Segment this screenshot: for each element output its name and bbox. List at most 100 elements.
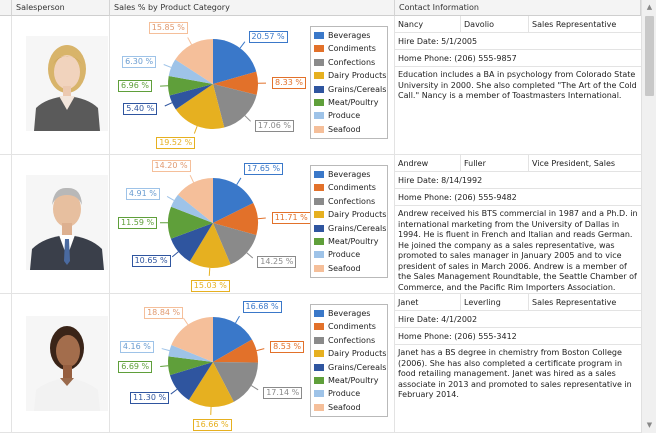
pie-slice-condiments[interactable]	[213, 202, 259, 236]
legend-label: Seafood	[328, 402, 361, 412]
home-phone-line: Home Phone: (206) 555-9482	[395, 189, 641, 206]
home-phone-line: Home Phone: (206) 555-9857	[395, 50, 641, 67]
pie-slice-confections[interactable]	[213, 362, 258, 402]
chart-legend: Beverages Condiments Confections Dairy Prod…	[310, 304, 388, 418]
pie-data-label: 11.59 %	[118, 216, 158, 229]
pie-slice-meat-poultry[interactable]	[167, 356, 213, 376]
last-name-field[interactable]: Leverling	[464, 298, 501, 307]
legend-item: Confections	[314, 195, 384, 208]
legend-item: Meat/Poultry	[314, 96, 384, 109]
bio-text[interactable]: Janet has a BS degree in chemistry from …	[398, 348, 632, 399]
pie-slice-dairy-products[interactable]	[189, 223, 231, 269]
title-field[interactable]: Sales Representative	[532, 20, 617, 29]
salesperson-cell[interactable]	[12, 16, 110, 154]
legend-item: Grains/Cereals	[314, 222, 386, 235]
pie-chart[interactable]	[110, 294, 395, 433]
column-header-contact[interactable]: Contact Information	[395, 0, 641, 16]
pie-slice-condiments[interactable]	[213, 71, 258, 95]
bio-text[interactable]: Andrew received his BTS commercial in 19…	[398, 209, 638, 292]
legend-swatch	[314, 323, 324, 331]
hire-date-field[interactable]: Hire Date: 4/1/2002	[398, 315, 478, 324]
legend-swatch	[314, 112, 324, 120]
sales-chart-cell[interactable]: 16.68 % 8.53 % 17.14 % 16.66 % 11.30 % 6.69 %…	[110, 294, 395, 432]
contact-cell[interactable]: Nancy Davolio Sales Representative Hire Dat…	[395, 16, 641, 155]
sales-chart-cell[interactable]: 20.57 % 8.33 % 17.06 % 19.52 % 5.40 % 6.96 % 6…	[110, 16, 395, 154]
pie-slice-produce[interactable]	[171, 194, 213, 223]
legend-swatch	[314, 403, 324, 411]
pie-slice-grains-cereals[interactable]	[169, 84, 213, 110]
pie-slice-confections[interactable]	[213, 84, 257, 128]
legend-label: Meat/Poultry	[328, 375, 379, 385]
field-divider	[528, 155, 529, 172]
pie-slice-grains-cereals[interactable]	[169, 362, 213, 400]
pie-slice-dairy-products[interactable]	[175, 84, 225, 130]
last-name-field[interactable]: Davolio	[464, 20, 495, 29]
pie-slice-produce[interactable]	[168, 345, 213, 362]
table-row[interactable]: 16.68 % 8.53 % 17.14 % 16.66 % 11.30 % 6.69 %…	[0, 294, 641, 433]
pie-slice-beverages[interactable]	[213, 39, 257, 84]
bio-text[interactable]: Education includes a BA in psychology fr…	[398, 70, 637, 100]
pie-slice-condiments[interactable]	[213, 339, 259, 363]
pie-slice-seafood[interactable]	[177, 178, 213, 223]
vertical-scrollbar[interactable]: ▲ ▼	[641, 0, 656, 433]
pie-leader-line	[187, 37, 192, 45]
pie-leader-line	[251, 385, 259, 391]
pie-slice-beverages[interactable]	[213, 317, 252, 362]
pie-data-label: 16.66 %	[192, 418, 232, 431]
pie-slice-confections[interactable]	[213, 223, 257, 265]
title-field[interactable]: Vice President, Sales	[532, 159, 616, 168]
pie-leader-line	[239, 41, 246, 49]
portrait-man-gray-hair	[26, 175, 108, 270]
pie-slice-seafood[interactable]	[171, 317, 213, 362]
first-name-field[interactable]: Andrew	[398, 159, 429, 168]
pie-data-label: 8.53 %	[270, 341, 305, 354]
pie-leader-line	[257, 217, 266, 220]
scroll-thumb[interactable]	[645, 16, 654, 96]
pie-data-label: 4.16 %	[119, 341, 154, 353]
pie-chart[interactable]	[110, 16, 395, 155]
title-field[interactable]: Sales Representative	[532, 298, 617, 307]
pie-leader-line	[183, 317, 189, 325]
scroll-down-arrow-icon[interactable]: ▼	[646, 421, 653, 429]
salesperson-cell[interactable]	[12, 294, 110, 432]
legend-item: Produce	[314, 109, 384, 122]
legend-item: Confections	[314, 334, 384, 347]
home-phone-field[interactable]: Home Phone: (206) 555-3412	[398, 332, 517, 341]
pie-data-label: 11.71 %	[271, 211, 311, 224]
sales-chart-cell[interactable]: 17.65 % 11.71 % 14.25 % 15.03 % 10.65 % 11.59…	[110, 155, 395, 293]
first-name-field[interactable]: Nancy	[398, 20, 424, 29]
pie-slice-seafood[interactable]	[175, 39, 213, 84]
hire-date-field[interactable]: Hire Date: 8/14/1992	[398, 176, 483, 185]
table-row[interactable]: 20.57 % 8.33 % 17.06 % 19.52 % 5.40 % 6.96 % 6…	[0, 16, 641, 155]
salesperson-cell[interactable]	[12, 155, 110, 293]
last-name-field[interactable]: Fuller	[464, 159, 486, 168]
table-row[interactable]: 17.65 % 11.71 % 14.25 % 15.03 % 10.65 % 11.59…	[0, 155, 641, 294]
pie-slice-meat-poultry[interactable]	[167, 75, 213, 96]
first-name-field[interactable]: Janet	[398, 298, 419, 307]
hire-date-line: Hire Date: 5/1/2005	[395, 33, 641, 50]
pie-slice-grains-cereals[interactable]	[170, 223, 213, 262]
legend-label: Produce	[328, 250, 361, 260]
pie-leader-line	[161, 348, 170, 352]
pie-slice-produce[interactable]	[168, 59, 213, 84]
contact-cell[interactable]: Andrew Fuller Vice President, Sales Hire Da…	[395, 155, 641, 294]
pie-slice-dairy-products[interactable]	[188, 362, 234, 408]
pie-chart[interactable]	[110, 155, 395, 294]
legend-item: Confections	[314, 56, 384, 69]
pie-slice-meat-poultry[interactable]	[167, 206, 213, 239]
home-phone-field[interactable]: Home Phone: (206) 555-9482	[398, 193, 517, 202]
contact-cell[interactable]: Janet Leverling Sales Representative Hire D…	[395, 294, 641, 433]
column-header-sales[interactable]: Sales % by Product Category	[110, 0, 395, 16]
legend-item: Dairy Products	[314, 69, 386, 82]
pie-data-label: 10.65 %	[131, 254, 171, 267]
pie-data-label: 15.03 %	[190, 279, 230, 292]
legend-swatch	[314, 350, 324, 358]
hire-date-field[interactable]: Hire Date: 5/1/2005	[398, 37, 478, 46]
pie-slice-beverages[interactable]	[213, 178, 254, 223]
scroll-up-arrow-icon[interactable]: ▲	[646, 3, 653, 11]
pie-data-label: 14.20 %	[151, 159, 191, 172]
pie-data-label: 19.52 %	[156, 137, 196, 150]
column-header-salesperson[interactable]: Salesperson	[12, 0, 110, 16]
pie-data-label: 6.30 %	[122, 56, 157, 69]
home-phone-field[interactable]: Home Phone: (206) 555-9857	[398, 54, 517, 63]
